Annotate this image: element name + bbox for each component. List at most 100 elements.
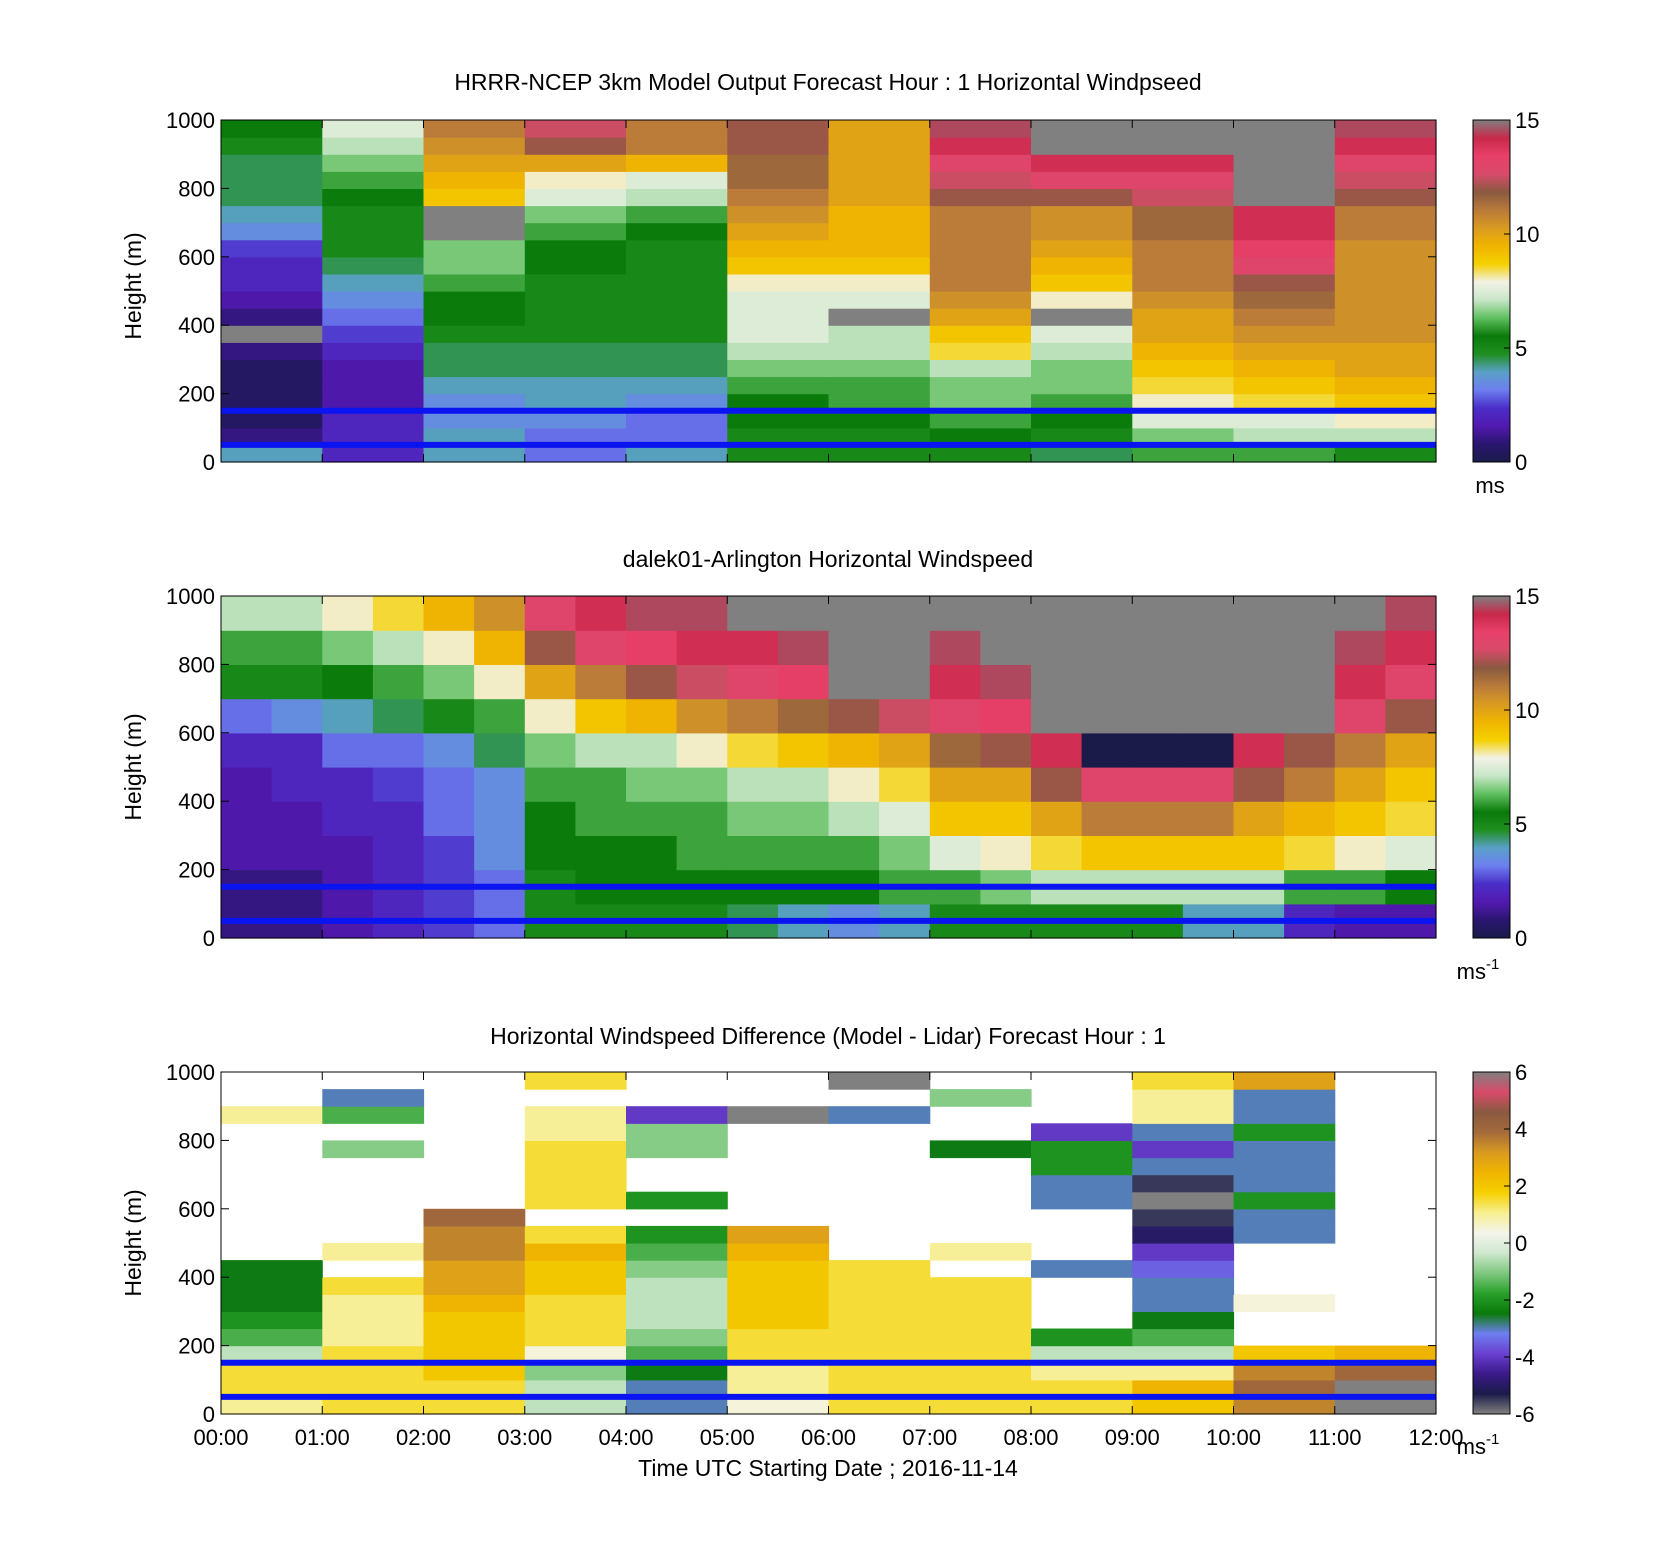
heatmap-cell <box>372 596 425 631</box>
heatmap-cell <box>929 1294 1032 1312</box>
heatmap-cell <box>474 767 526 802</box>
heatmap-cell <box>1132 120 1235 138</box>
heatmap-cell <box>929 291 1032 309</box>
y-tick-label: 600 <box>178 245 215 270</box>
heatmap-cell <box>626 1260 728 1278</box>
heatmap-cell <box>221 1345 323 1364</box>
heatmap-cell <box>828 1106 931 1124</box>
heatmap-cell <box>1132 171 1235 189</box>
heatmap-cell <box>423 171 526 189</box>
heatmap-cell <box>1031 1345 1133 1364</box>
heatmap-cell <box>1132 1089 1235 1107</box>
heatmap-cell <box>929 325 1032 343</box>
heatmap-cell <box>1284 835 1336 871</box>
heatmap-cell <box>322 342 425 360</box>
y-tick-label: 400 <box>178 789 215 814</box>
colorbar-tick-label: 5 <box>1515 336 1527 361</box>
heatmap-cell <box>372 801 425 836</box>
heatmap-cell <box>727 1106 830 1124</box>
heatmap-cell <box>1081 596 1133 631</box>
heatmap-cell <box>1031 1362 1133 1381</box>
heatmap-cell <box>828 1277 931 1295</box>
heatmap-cell <box>1132 137 1235 155</box>
heatmap-cell <box>929 1140 1032 1159</box>
heatmap-cell <box>828 376 931 395</box>
heatmap-cell <box>271 664 323 700</box>
heatmap-cell <box>423 835 475 871</box>
heatmap-cell <box>727 1345 830 1364</box>
heatmap-cell <box>271 767 323 802</box>
heatmap-cell <box>322 732 374 768</box>
x-tick-label: 00:00 <box>193 1425 248 1450</box>
heatmap-cell <box>1233 325 1336 343</box>
heatmap-cell <box>727 359 830 378</box>
heatmap-cell <box>1233 120 1336 138</box>
colorbar: 6 4 2 0 -2 -4 -6 <box>1472 1060 1535 1427</box>
heatmap-cell <box>322 1089 425 1107</box>
heatmap-cell <box>1233 1225 1336 1244</box>
heatmap-cell <box>1132 325 1235 343</box>
heatmap-cell <box>423 444 526 463</box>
heatmap-cell <box>929 630 981 665</box>
heatmap-cell <box>1132 222 1235 241</box>
heatmap-cell <box>626 171 728 189</box>
heatmap-cell <box>676 835 728 871</box>
heatmap-cell <box>322 1362 425 1381</box>
heatmap-cell <box>1233 664 1285 700</box>
x-tick-label: 01:00 <box>295 1425 350 1450</box>
heatmap-cell <box>221 801 273 836</box>
heatmap-cell <box>828 767 880 802</box>
heatmap-cell <box>727 376 830 395</box>
heatmap-cell <box>929 1089 1032 1107</box>
colorbar-gradient <box>1472 1071 1511 1415</box>
heatmap-cell <box>1334 256 1437 275</box>
heatmap-cell <box>372 698 425 734</box>
heatmap-cell <box>524 835 576 871</box>
heatmap-cell <box>423 137 526 155</box>
heatmap-cell <box>676 630 728 665</box>
heatmap-cell <box>1132 1208 1235 1227</box>
heatmap-cell <box>575 630 627 665</box>
heatmap-cell <box>777 732 830 768</box>
heatmap-cell <box>322 427 425 446</box>
heatmap-cell <box>1334 222 1437 241</box>
heatmap-cell <box>1233 596 1285 631</box>
heatmap-cell <box>221 835 273 871</box>
y-tick-label: 0 <box>203 450 215 475</box>
heatmap-cell <box>221 1311 323 1330</box>
x-tick-label: 06:00 <box>801 1425 856 1450</box>
heatmap-cell <box>929 1328 1032 1347</box>
heatmap-cell <box>575 835 627 871</box>
heatmap-cell <box>1233 256 1336 275</box>
heatmap-cell <box>1081 698 1133 734</box>
heatmap-cell <box>423 698 475 734</box>
heatmap-cell <box>727 239 830 258</box>
heatmap-cell <box>322 171 425 189</box>
heatmap-cell <box>980 698 1032 734</box>
heatmap-cell <box>575 732 627 768</box>
heatmap-cell <box>221 342 323 360</box>
colorbar-tick-label: -4 <box>1515 1345 1535 1370</box>
heatmap-cell <box>1334 835 1386 871</box>
heatmap-cell <box>626 222 728 241</box>
heatmap-cell <box>828 171 931 189</box>
heatmap-cell <box>1132 767 1184 802</box>
heatmap-cell <box>322 1106 425 1124</box>
heatmap-cell <box>1233 698 1285 734</box>
y-tick-label: 400 <box>178 313 215 338</box>
heatmap-cell <box>423 630 475 665</box>
heatmap-cell <box>1031 410 1133 429</box>
heatmap-cell <box>727 171 830 189</box>
heatmap-cell <box>524 1294 627 1312</box>
heatmap-cell <box>1233 1345 1336 1364</box>
heatmap-cell <box>1334 171 1437 189</box>
heatmap-cell <box>322 1277 425 1295</box>
heatmap-cell <box>980 664 1032 700</box>
heatmap-cell <box>1233 1396 1336 1415</box>
heatmap-cell <box>423 222 526 241</box>
heatmap-cell <box>1031 664 1083 700</box>
heatmap-cell <box>1182 664 1235 700</box>
heatmap-cell <box>1031 393 1133 412</box>
heatmap-cell <box>423 596 475 631</box>
heatmap-cell <box>322 205 425 224</box>
